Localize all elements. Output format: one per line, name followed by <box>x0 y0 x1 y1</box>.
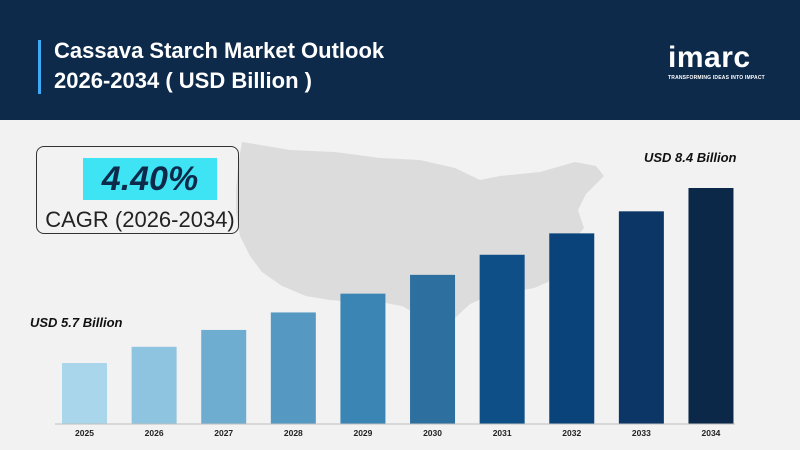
bars-group <box>62 188 734 424</box>
tick-label-2028: 2028 <box>284 428 303 438</box>
tick-label-2030: 2030 <box>423 428 442 438</box>
bar-2029 <box>340 293 386 424</box>
tick-label-2026: 2026 <box>145 428 164 438</box>
bar-2034 <box>688 188 734 424</box>
cagr-label: CAGR (2026-2034) <box>45 207 235 232</box>
header-banner: Cassava Starch Market Outlook 2026-2034 … <box>0 0 800 120</box>
tick-label-2034: 2034 <box>702 428 721 438</box>
logo-word: imarc <box>668 41 751 74</box>
tick-label-2031: 2031 <box>493 428 512 438</box>
bar-2028 <box>270 312 316 424</box>
cagr-value: 4.40% <box>83 158 217 200</box>
bar-2032 <box>549 233 595 424</box>
logo-tagline: TRANSFORMING IDEAS INTO IMPACT <box>668 75 765 81</box>
cagr-callout: 4.40% CAGR (2026-2034) <box>36 146 239 234</box>
tick-label-2032: 2032 <box>562 428 581 438</box>
x-tick-labels: 2025 2026 2027 2028 2029 2030 2031 2032 2033 2034 <box>75 428 721 438</box>
bar-2027 <box>201 329 247 424</box>
annotation-start-value: USD 5.7 Billion <box>30 315 123 330</box>
bar-2033 <box>618 211 664 424</box>
tick-label-2029: 2029 <box>353 428 372 438</box>
tick-label-2027: 2027 <box>214 428 233 438</box>
bar-2025 <box>62 363 107 424</box>
imarc-logo: imarc TRANSFORMING IDEAS INTO IMPACT <box>668 41 778 82</box>
tick-label-2033: 2033 <box>632 428 651 438</box>
title-line-2: 2026-2034 ( USD Billion ) <box>54 68 312 93</box>
title-line-1: Cassava Starch Market Outlook <box>54 38 385 63</box>
header-accent-bar <box>38 40 41 94</box>
page-title: Cassava Starch Market Outlook 2026-2034 … <box>54 36 384 96</box>
tick-label-2025: 2025 <box>75 428 94 438</box>
bar-2030 <box>410 274 456 424</box>
bar-2031 <box>479 254 525 424</box>
bar-2026 <box>131 346 177 424</box>
annotation-end-value: USD 8.4 Billion <box>644 150 737 165</box>
